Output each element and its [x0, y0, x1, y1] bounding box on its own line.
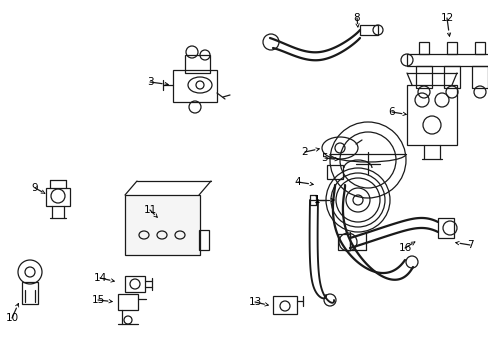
Bar [199, 230, 208, 250]
Bar [446, 42, 456, 54]
Text: 2: 2 [301, 147, 307, 157]
Bar [337, 234, 349, 250]
Text: 1: 1 [313, 195, 320, 205]
Text: 6: 6 [388, 107, 394, 117]
Text: 3: 3 [146, 77, 153, 87]
Bar [173, 70, 217, 102]
Bar [443, 66, 459, 88]
Bar [415, 66, 431, 88]
Bar [184, 55, 209, 73]
Text: 15: 15 [91, 295, 104, 305]
Bar [118, 294, 138, 310]
Bar [406, 85, 456, 145]
Bar [125, 276, 145, 292]
Bar [406, 54, 488, 66]
Text: 11: 11 [143, 205, 156, 215]
Bar [418, 42, 428, 54]
Bar [22, 282, 38, 304]
Text: 9: 9 [32, 183, 38, 193]
Text: 14: 14 [93, 273, 106, 283]
Text: 12: 12 [440, 13, 453, 23]
Bar [326, 165, 342, 179]
Text: 8: 8 [353, 13, 360, 23]
Text: 13: 13 [248, 297, 261, 307]
Bar [474, 42, 484, 54]
Bar [46, 188, 70, 206]
Bar [437, 218, 453, 238]
Text: 7: 7 [466, 240, 472, 250]
Text: 4: 4 [294, 177, 301, 187]
Text: 16: 16 [398, 243, 411, 253]
Bar [272, 296, 296, 314]
Bar [125, 195, 200, 255]
Text: 10: 10 [5, 313, 19, 323]
Bar [471, 66, 487, 88]
Bar [359, 25, 377, 35]
Text: 5: 5 [321, 153, 327, 163]
